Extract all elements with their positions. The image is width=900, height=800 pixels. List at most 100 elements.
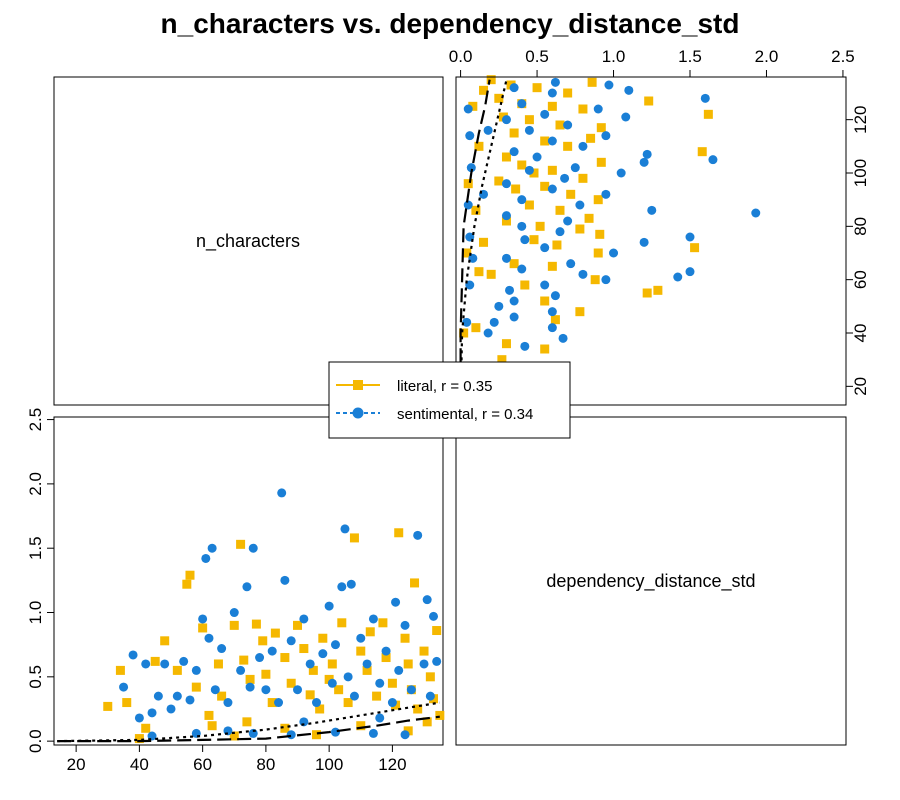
point-literal <box>365 627 375 637</box>
point-sentimental <box>466 163 476 173</box>
point-sentimental <box>463 200 473 210</box>
point-sentimental <box>201 553 211 563</box>
point-literal <box>400 633 410 643</box>
point-sentimental <box>547 88 557 98</box>
point-literal <box>435 710 445 720</box>
point-sentimental <box>128 650 138 660</box>
point-sentimental <box>547 184 557 194</box>
point-sentimental <box>236 665 246 675</box>
point-sentimental <box>286 636 296 646</box>
point-literal <box>191 682 201 692</box>
point-literal <box>486 269 496 279</box>
point-sentimental <box>277 488 287 498</box>
point-sentimental <box>558 333 568 343</box>
diag-label-dependency-distance-std: dependency_distance_std <box>546 571 755 592</box>
point-literal <box>590 275 600 285</box>
point-sentimental <box>540 280 550 290</box>
point-literal <box>547 101 557 111</box>
point-sentimental <box>483 328 493 338</box>
point-literal <box>387 678 397 688</box>
point-literal <box>251 619 261 629</box>
point-sentimental <box>532 152 542 162</box>
point-sentimental <box>267 646 277 656</box>
y-tick-label-left: 2.5 <box>26 408 45 432</box>
point-sentimental <box>609 248 619 258</box>
point-sentimental <box>501 179 511 189</box>
trend-line-literal <box>57 715 440 743</box>
point-sentimental <box>578 141 588 151</box>
x-tick-label-bottom: 120 <box>378 755 406 774</box>
point-literal <box>419 646 429 656</box>
y-tick-label-right: 60 <box>851 270 870 289</box>
y-tick-label-left: 0.5 <box>26 665 45 689</box>
point-literal <box>343 698 353 708</box>
point-literal <box>471 323 481 333</box>
point-sentimental <box>217 644 227 654</box>
chart-title: n_characters vs. dependency_distance_std <box>161 8 740 39</box>
point-literal <box>334 685 344 695</box>
point-sentimental <box>261 685 271 695</box>
point-sentimental <box>318 649 328 659</box>
point-literal <box>479 237 489 247</box>
point-sentimental <box>639 237 649 247</box>
point-literal <box>324 674 334 684</box>
legend-box <box>328 361 571 439</box>
diag-label-n-characters: n_characters <box>196 231 300 252</box>
point-literal <box>141 723 151 733</box>
point-sentimental <box>207 543 217 553</box>
x-tick-label-top: 2.0 <box>755 47 779 66</box>
point-literal <box>474 267 484 277</box>
point-literal <box>468 101 478 111</box>
point-literal <box>535 221 545 231</box>
y-tick-label-right: 20 <box>851 377 870 396</box>
point-sentimental <box>375 678 385 688</box>
point-sentimental <box>550 291 560 301</box>
point-sentimental <box>429 611 439 621</box>
point-literal <box>182 579 192 589</box>
point-sentimental <box>601 131 611 141</box>
point-sentimental <box>540 109 550 119</box>
point-literal <box>229 620 239 630</box>
point-sentimental <box>547 307 557 317</box>
point-sentimental <box>368 614 378 624</box>
point-literal <box>337 618 347 628</box>
point-literal <box>593 248 603 258</box>
point-literal <box>653 285 663 295</box>
point-sentimental <box>520 235 530 245</box>
point-sentimental <box>639 157 649 167</box>
point-literal <box>261 669 271 679</box>
y-tick-label-right: 40 <box>851 324 870 343</box>
point-literal <box>563 88 573 98</box>
panel-bottom-right <box>455 416 847 746</box>
point-literal <box>356 721 366 731</box>
point-literal <box>575 224 585 234</box>
point-sentimental <box>685 232 695 242</box>
point-literal <box>596 157 606 167</box>
point-sentimental <box>520 341 530 351</box>
point-literal <box>239 655 249 665</box>
point-literal <box>595 229 605 239</box>
scatter-panel-bottom-left <box>57 488 445 744</box>
point-sentimental <box>624 85 634 95</box>
point-literal <box>422 717 432 727</box>
point-literal <box>578 104 588 114</box>
point-sentimental <box>368 728 378 738</box>
x-tick-label-bottom: 60 <box>193 755 212 774</box>
x-tick-label-top: 1.5 <box>678 47 702 66</box>
legend-label-sentimental: sentimental, r = 0.34 <box>397 406 533 423</box>
point-sentimental <box>286 730 296 740</box>
point-sentimental <box>153 691 163 701</box>
point-literal <box>575 307 585 317</box>
point-literal <box>185 570 195 580</box>
point-sentimental <box>517 99 527 109</box>
point-sentimental <box>560 173 570 183</box>
point-sentimental <box>563 216 573 226</box>
point-sentimental <box>305 659 315 669</box>
point-literal <box>315 704 325 714</box>
point-literal <box>563 141 573 151</box>
point-sentimental <box>425 691 435 701</box>
point-sentimental <box>419 659 429 669</box>
x-tick-label-top: 2.5 <box>831 47 855 66</box>
point-sentimental <box>280 575 290 585</box>
